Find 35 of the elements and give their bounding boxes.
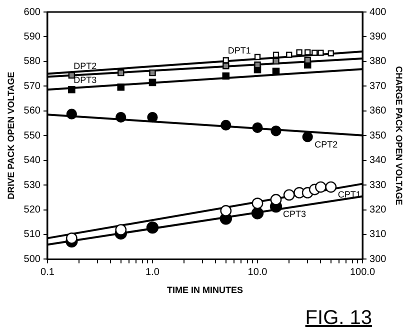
x-tick-label: 0.1 bbox=[40, 266, 55, 278]
y-axis-title: DRIVE PACK OPEN VOLTAGE bbox=[6, 72, 16, 200]
y-tick-label: 550 bbox=[24, 130, 41, 142]
y2-tick-label: 340 bbox=[370, 155, 387, 166]
series-label: DPT2 bbox=[74, 60, 97, 71]
x-tick-label: 1.0 bbox=[146, 266, 160, 278]
series-label: DPT1 bbox=[228, 46, 251, 56]
y-tick-label: 560 bbox=[24, 106, 41, 117]
y2-tick-label: 380 bbox=[370, 56, 387, 68]
y-tick-label: 580 bbox=[24, 56, 41, 68]
series-label: CPT3 bbox=[282, 209, 306, 220]
y2-tick-label: 360 bbox=[370, 106, 387, 117]
x-tick-label: 100.0 bbox=[350, 266, 376, 278]
y-tick-label: 530 bbox=[24, 180, 41, 191]
y2-tick-label: 370 bbox=[370, 80, 387, 92]
y-tick-label: 500 bbox=[24, 254, 41, 265]
y-tick-label: 590 bbox=[24, 31, 41, 42]
y2-tick-label: 390 bbox=[370, 31, 387, 42]
y-tick-label: 570 bbox=[24, 80, 41, 92]
series-label: DPT3 bbox=[74, 75, 97, 86]
y-tick-label: 520 bbox=[24, 204, 41, 216]
y2-tick-label: 310 bbox=[370, 229, 387, 240]
y2-tick-label: 330 bbox=[370, 180, 387, 191]
y-tick-label: 600 bbox=[24, 6, 41, 18]
series-label: CPT2 bbox=[314, 139, 338, 150]
y2-tick-label: 320 bbox=[370, 204, 387, 216]
y-tick-label: 540 bbox=[24, 155, 41, 166]
caption: FIG. 13 bbox=[305, 307, 372, 330]
y2-axis-title: CHARGE PACK OPEN VOLTAGE bbox=[394, 66, 404, 206]
y2-tick-label: 400 bbox=[370, 6, 387, 18]
x-tick-label: 10.0 bbox=[248, 266, 268, 278]
y2-tick-label: 300 bbox=[370, 254, 387, 265]
y-tick-label: 510 bbox=[24, 229, 41, 240]
x-axis-title: TIME IN MINUTES bbox=[167, 285, 243, 296]
y2-tick-label: 350 bbox=[370, 130, 387, 142]
